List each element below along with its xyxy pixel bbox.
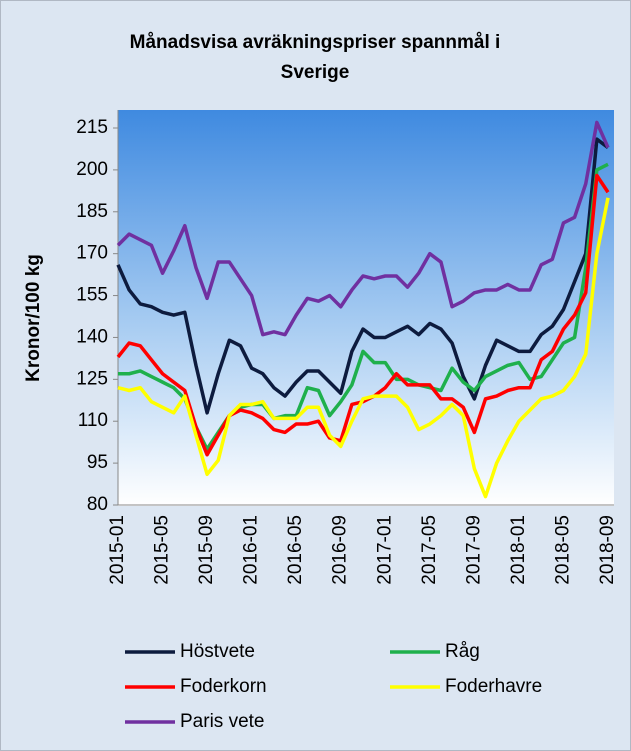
x-tick-label: 2018-09: [597, 515, 618, 585]
x-tick-label: 2016-01: [241, 515, 262, 585]
y-tick-label: 215: [76, 117, 108, 138]
series-line: [116, 120, 610, 337]
legend-label: Foderkorn: [180, 676, 267, 697]
y-tick-label: 185: [76, 201, 108, 222]
x-tick-label: 2015-09: [196, 515, 217, 585]
x-tick-label: 2016-09: [330, 515, 351, 585]
y-tick-label: 125: [76, 368, 108, 389]
y-tick-label: 110: [78, 410, 108, 431]
chart-title: Månadsvisa avräkningspriser spannmål i S…: [129, 32, 501, 83]
y-tick-label: 140: [76, 326, 108, 347]
x-tick-label: 2018-05: [552, 515, 573, 585]
legend-label: Höstvete: [180, 641, 255, 662]
y-tick-label: 200: [76, 159, 108, 180]
x-tick-label: 2015-01: [107, 515, 128, 585]
x-tick-label: 2017-01: [374, 515, 395, 585]
x-tick-label: 2018-01: [508, 515, 529, 585]
x-tick-label: 2016-05: [285, 515, 306, 585]
y-tick-label: 155: [76, 285, 108, 306]
y-tick-label: 95: [87, 452, 108, 473]
x-tick-label: 2015-05: [152, 515, 173, 585]
y-tick-label: 80: [87, 494, 108, 515]
y-tick-label: 170: [76, 243, 108, 264]
plot-area: [118, 110, 614, 506]
y-axis-label: Kronor/100 kg: [23, 254, 44, 382]
legend-label: Foderhavre: [445, 676, 542, 697]
x-tick-label: 2017-05: [419, 515, 440, 585]
series-line: [116, 137, 610, 415]
legend-label: Råg: [445, 641, 480, 662]
x-tick-label: 2017-09: [463, 515, 484, 585]
series-line: [117, 197, 610, 499]
legend-label: Paris vete: [180, 711, 264, 732]
